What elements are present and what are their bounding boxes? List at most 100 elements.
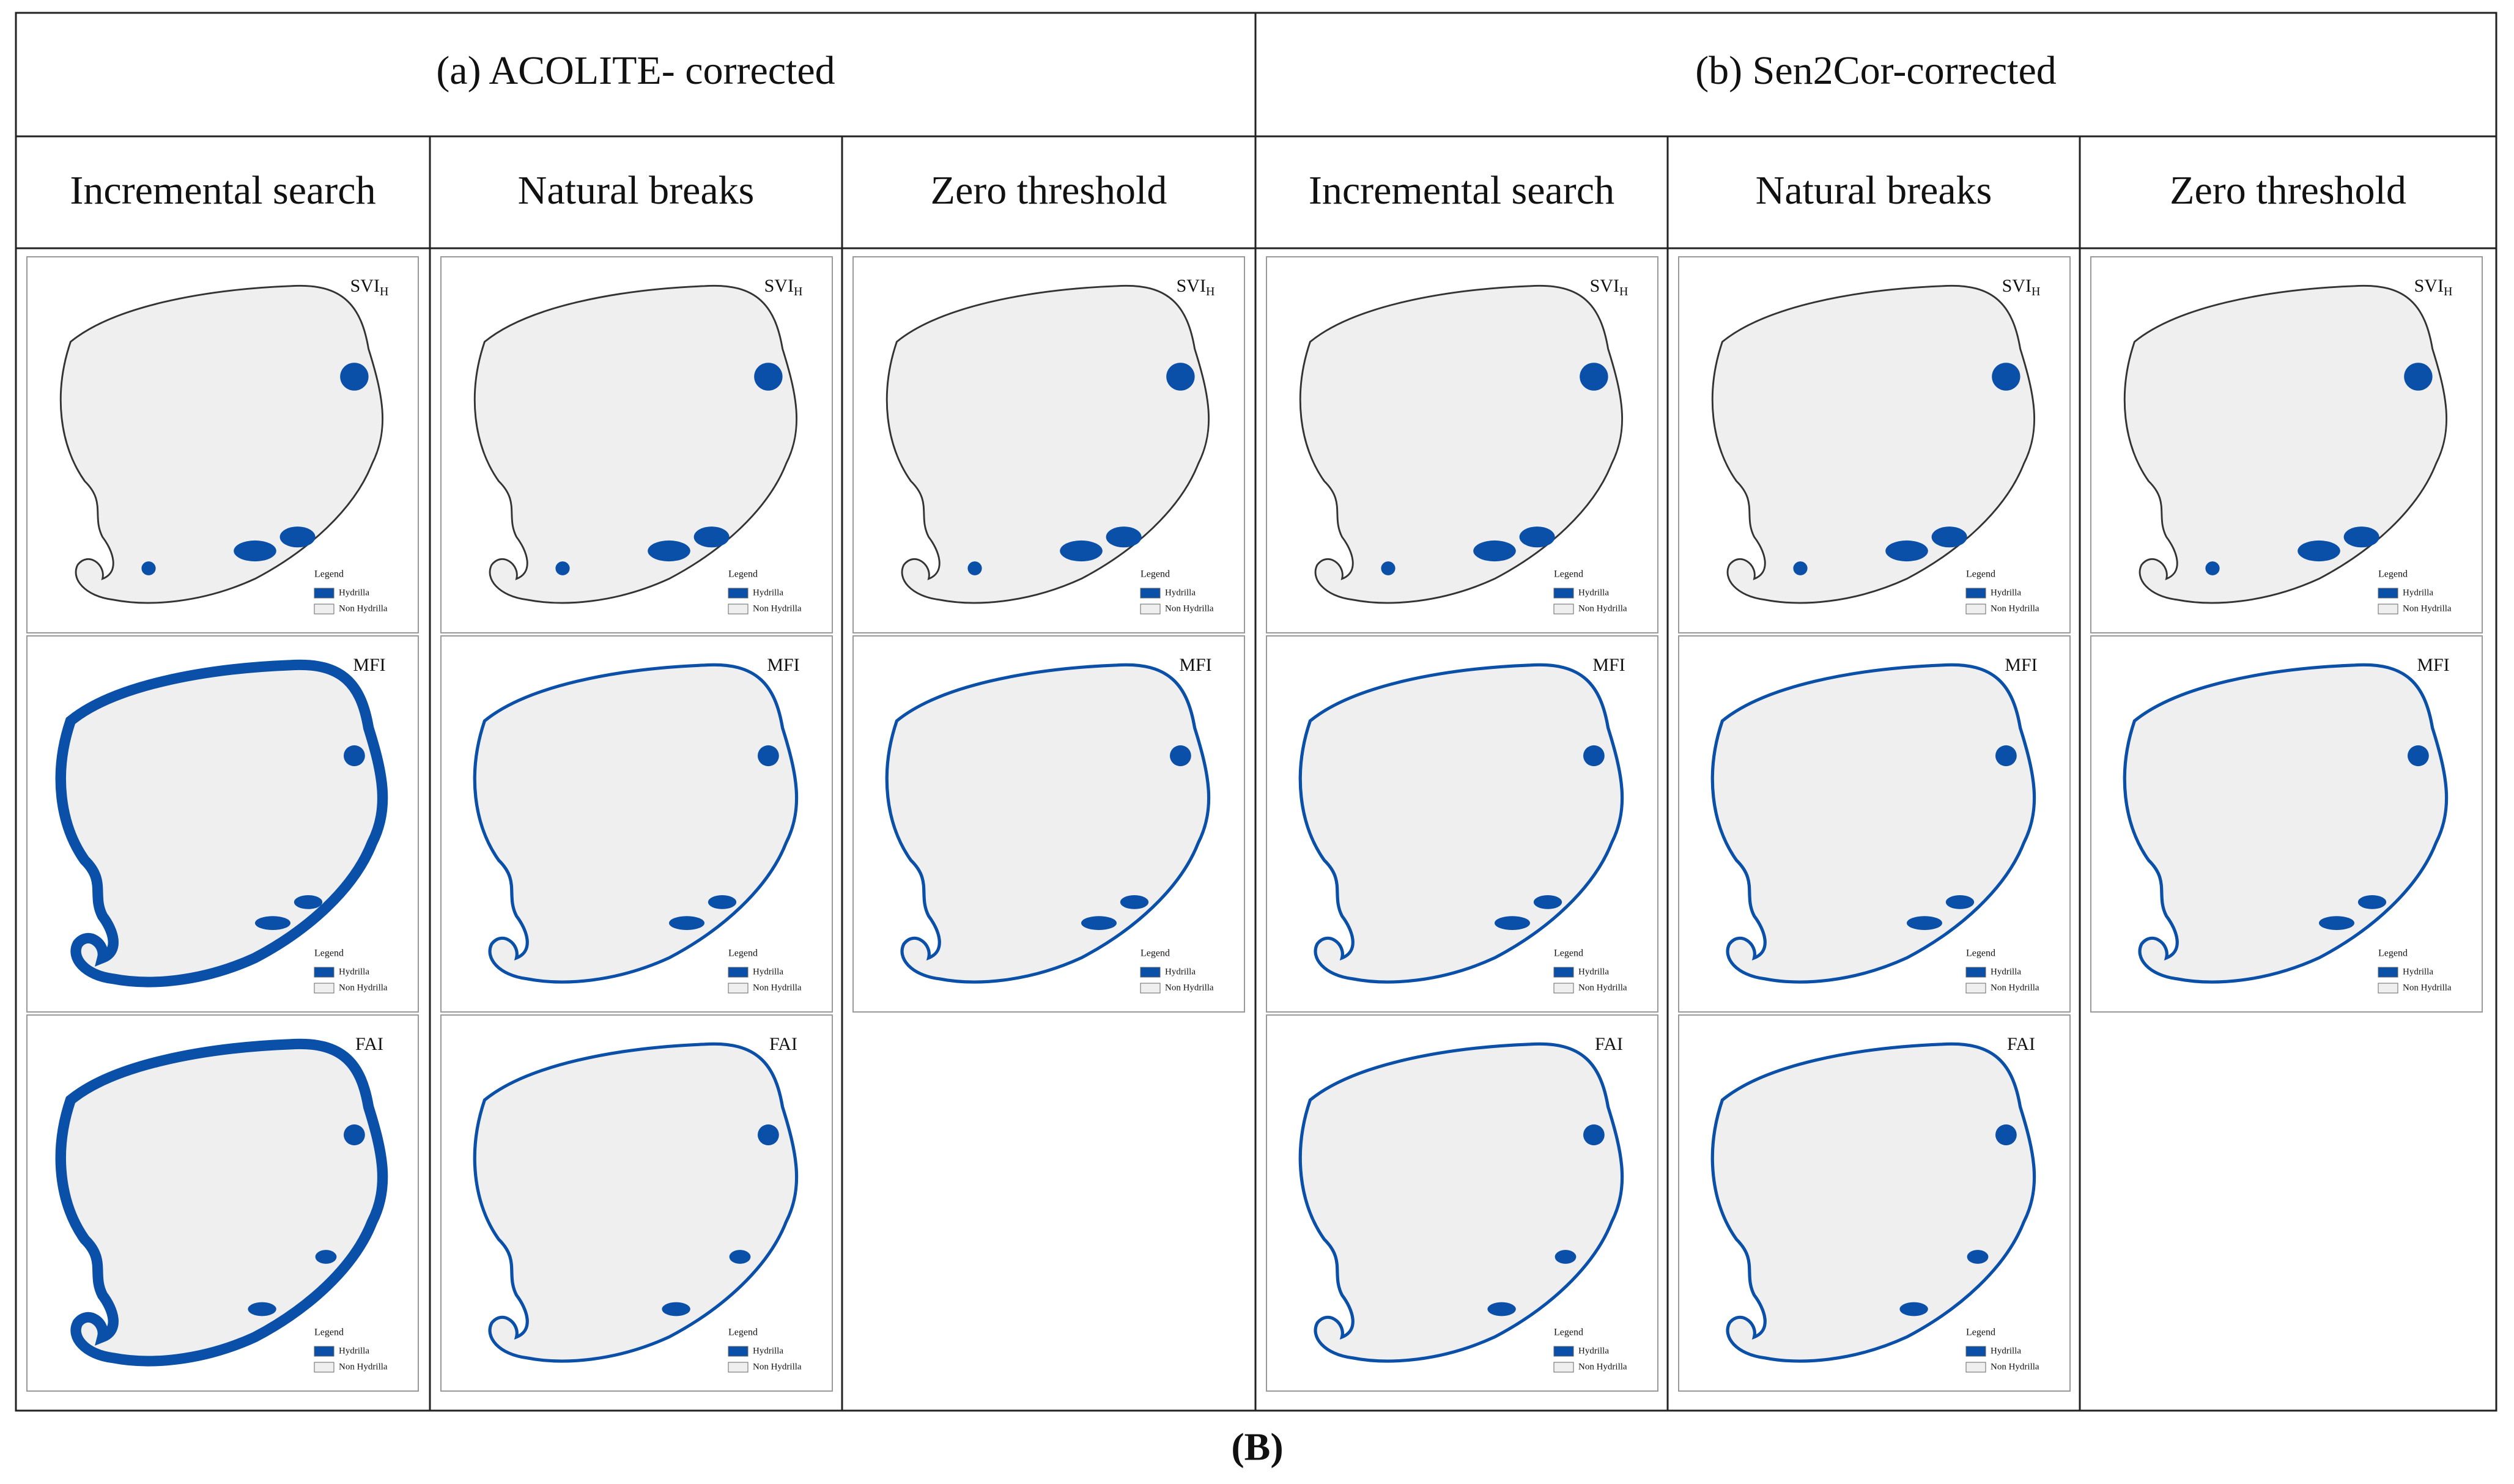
index-label: SVIH [2002,276,2041,298]
column-title: Natural breaks [1756,168,1992,213]
hydrilla-patch [248,1302,276,1316]
index-label: MFI [1592,655,1625,675]
index-subscript: H [2444,285,2452,298]
legend-item: Non Hydrilla [339,1362,388,1371]
index-label: SVIH [1590,276,1629,298]
legend-swatch [1965,983,1986,994]
legend-item: Hydrilla [1165,967,1196,976]
legend-title: Legend [2378,569,2408,580]
map-panel: MFI Legend Hydrilla Non Hydrilla [440,635,833,1013]
legend-item: Hydrilla [1991,967,2021,976]
hydrilla-patch [2319,916,2354,930]
legend-item: Non Hydrilla [1165,604,1214,613]
hydrilla-patch [315,1250,337,1264]
hydrilla-patch [729,1250,751,1264]
legend-item: Non Hydrilla [753,604,802,613]
legend-item: Hydrilla [753,967,783,976]
hydrilla-patch [662,1302,690,1316]
column-title: Incremental search [1309,168,1614,213]
legend-item: Hydrilla [1578,1346,1609,1356]
hydrilla-patch [2343,526,2379,548]
legend-swatch [1140,983,1161,994]
legend-title: Legend [1554,948,1583,959]
index-name: MFI [767,655,799,675]
hydrilla-patch [1495,916,1530,930]
legend-title: Legend [2378,948,2408,959]
hydrilla-patch [967,561,982,575]
legend-item: Hydrilla [2403,967,2433,976]
legend-item: Hydrilla [1991,588,2021,597]
legend-swatch [314,604,335,615]
legend-swatch [728,1346,749,1357]
column-title: Natural breaks [518,168,755,213]
hydrilla-patch [344,1124,365,1146]
legend-item: Non Hydrilla [1165,983,1214,992]
hydrilla-patch [1907,916,1942,930]
index-name: SVI [1177,276,1206,296]
legend-item: Non Hydrilla [1991,604,2039,613]
index-subscript: H [794,285,802,298]
lake-map [1712,665,2034,982]
legend-swatch [314,1346,335,1357]
legend-swatch [728,604,749,615]
legend-title: Legend [1141,569,1170,580]
map-panel: MFI Legend Hydrilla Non Hydrilla [852,635,1245,1013]
hydrilla-patch [344,745,365,767]
legend-title: Legend [1554,569,1583,580]
hydrilla-patch [1931,526,1967,548]
map-panel: FAI Legend Hydrilla Non Hydrilla [1266,1014,1658,1392]
hydrilla-patch [1885,540,1928,562]
hydrilla-patch [2205,561,2220,575]
legend-item: Hydrilla [1991,1346,2021,1356]
legend-title: Legend [728,948,758,959]
legend-title: Legend [1966,569,1995,580]
hydrilla-patch [1166,363,1195,391]
lake-map [887,286,1208,603]
legend-swatch [728,983,749,994]
index-name: FAI [2007,1034,2035,1054]
hydrilla-patch [1473,540,1516,562]
hydrilla-patch [255,916,290,930]
map-panel: SVIH Legend Hydrilla Non Hydrilla [852,256,1245,633]
legend-swatch [2378,967,2398,978]
map-panel: FAI Legend Hydrilla Non Hydrilla [1678,1014,2071,1392]
map-panel: MFI Legend Hydrilla Non Hydrilla [26,635,419,1013]
legend-item: Hydrilla [1578,967,1609,976]
index-label: FAI [1595,1034,1623,1054]
lake-map [1712,1044,2034,1361]
legend-title: Legend [314,948,344,959]
index-label: MFI [2417,655,2449,675]
legend-swatch [314,588,335,599]
map-panel: MFI Legend Hydrilla Non Hydrilla [1678,635,2071,1013]
index-subscript: H [380,285,388,298]
hydrilla-patch [1995,1124,2017,1146]
legend-swatch [1553,1362,1574,1373]
hydrilla-patch [693,526,730,548]
hydrilla-patch [555,561,570,575]
legend-swatch [1553,967,1574,978]
hydrilla-patch [1533,895,1562,909]
lake-map [475,665,796,982]
legend-title: Legend [1554,1327,1583,1338]
hydrilla-patch [754,363,783,391]
legend-item: Hydrilla [1165,588,1196,597]
index-name: MFI [2005,655,2037,675]
hydrilla-patch [1583,745,1605,767]
legend-swatch [2378,588,2398,599]
legend-swatch [1965,1362,1986,1373]
hydrilla-patch [1106,526,1142,548]
hydrilla-patch [1555,1250,1577,1264]
legend-item: Hydrilla [339,588,369,597]
legend-item: Non Hydrilla [753,1362,802,1371]
group-title: (a) ACOLITE- corrected [436,48,835,93]
legend-item: Non Hydrilla [1991,1362,2039,1371]
legend-item: Non Hydrilla [1578,983,1627,992]
legend-swatch [1553,1346,1574,1357]
legend-item: Non Hydrilla [339,604,388,613]
index-name: FAI [355,1034,383,1054]
map-panel: SVIH Legend Hydrilla Non Hydrilla [26,256,419,633]
legend-title: Legend [1966,948,1995,959]
index-label: SVIH [2414,276,2453,298]
